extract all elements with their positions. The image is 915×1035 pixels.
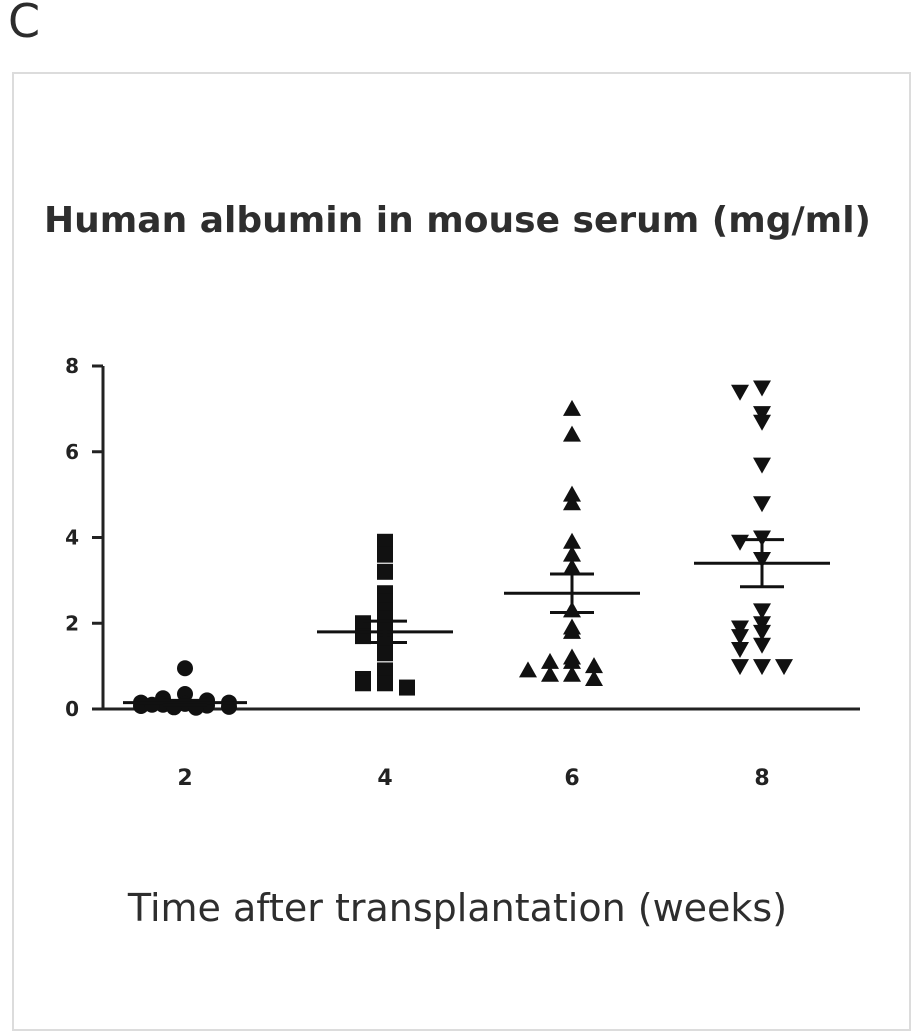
y-tick-label: 2 [65, 611, 79, 635]
data-point [753, 603, 771, 620]
data-point [731, 659, 749, 676]
data-point [563, 425, 581, 442]
data-point [753, 406, 771, 423]
data-point [563, 558, 581, 575]
data-point [563, 399, 581, 416]
data-point [775, 659, 793, 676]
data-point [731, 384, 749, 401]
x-tick-label: 8 [754, 766, 769, 791]
data-point [377, 675, 393, 692]
data-point [753, 616, 771, 633]
data-point [753, 496, 771, 513]
chart-title: Human albumin in mouse serum (mg/ml) [44, 200, 871, 241]
x-axis-title: Time after transplantation (weeks) [127, 886, 788, 930]
data-point [377, 546, 393, 563]
y-tick-label: 6 [65, 440, 79, 464]
data-point [355, 675, 371, 692]
data-point [753, 624, 771, 641]
x-tick-label: 4 [377, 766, 392, 791]
data-point [563, 652, 581, 669]
data-point [519, 661, 537, 678]
data-point [731, 534, 749, 551]
data-point [377, 563, 393, 580]
x-tick-label: 6 [564, 766, 579, 791]
y-tick-label: 8 [65, 354, 79, 378]
data-point [563, 532, 581, 549]
data-point [355, 615, 371, 632]
data-point [563, 545, 581, 562]
data-point [731, 620, 749, 637]
data-point [399, 679, 415, 696]
data-point [541, 665, 559, 682]
data-point [731, 641, 749, 658]
data-point [563, 622, 581, 639]
data-point [731, 629, 749, 646]
data-point [563, 494, 581, 511]
data-point [377, 533, 393, 550]
data-point [377, 610, 393, 627]
data-point [753, 637, 771, 654]
data-point [753, 414, 771, 431]
y-tick-label: 0 [65, 697, 79, 721]
panel-label: C [8, 0, 41, 48]
y-tick-label: 4 [65, 526, 79, 550]
data-point [753, 380, 771, 397]
data-point [563, 485, 581, 502]
data-point [144, 696, 160, 713]
data-point [753, 457, 771, 474]
data-point [563, 665, 581, 682]
data-point [541, 652, 559, 669]
data-point [585, 669, 603, 686]
data-point [177, 660, 193, 677]
data-point [377, 645, 393, 662]
data-point [753, 659, 771, 676]
data-point [585, 657, 603, 674]
x-tick-label: 2 [177, 766, 192, 791]
